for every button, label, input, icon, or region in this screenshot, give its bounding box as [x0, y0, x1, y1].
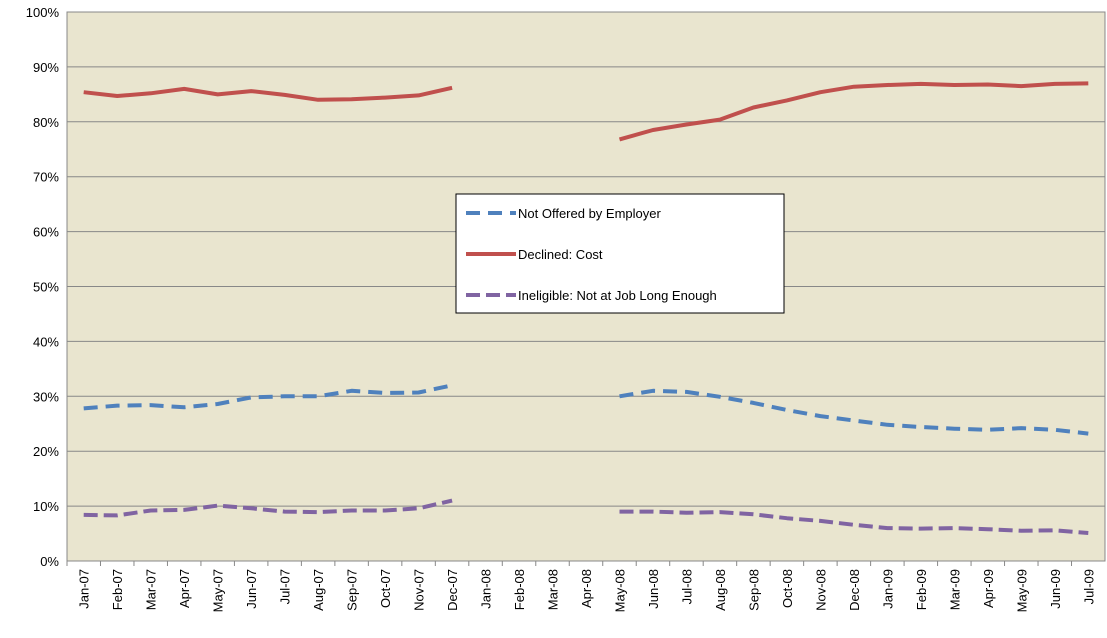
x-tick-label: Sep-08: [746, 569, 761, 611]
x-tick-label: Feb-08: [512, 569, 527, 610]
x-tick-label: May-09: [1014, 569, 1029, 612]
x-tick-label: Jan-08: [479, 569, 494, 609]
x-tick-label: Jun-07: [244, 569, 259, 609]
x-tick-label: Jan-09: [880, 569, 895, 609]
y-tick-label: 60%: [33, 225, 59, 240]
y-tick-label: 50%: [33, 280, 59, 295]
series-line: [83, 383, 1089, 436]
x-tick-label: Jul-08: [679, 569, 694, 604]
x-tick-label: Oct-08: [780, 569, 795, 608]
x-tick-label: Jul-07: [278, 569, 293, 604]
x-tick-label: Jul-09: [1081, 569, 1096, 604]
x-tick-label: Apr-07: [177, 569, 192, 608]
x-tick-label: Sep-07: [345, 569, 360, 611]
x-tick-label: Nov-07: [412, 569, 427, 611]
y-tick-label: 40%: [33, 334, 59, 349]
x-tick-label: Aug-07: [311, 569, 326, 611]
y-tick-label: 90%: [33, 60, 59, 75]
x-tick-label: Jun-08: [646, 569, 661, 609]
legend-label: Ineligible: Not at Job Long Enough: [518, 288, 717, 303]
y-tick-label: 100%: [26, 5, 60, 20]
y-tick-label: 70%: [33, 170, 59, 185]
x-tick-label: May-07: [211, 569, 226, 612]
x-tick-label: Apr-09: [981, 569, 996, 608]
x-tick-label: Oct-07: [378, 569, 393, 608]
legend-label: Declined: Cost: [518, 247, 603, 262]
series-line: [83, 498, 1089, 535]
x-tick-label: Jan-07: [77, 569, 92, 609]
x-tick-label: Nov-08: [813, 569, 828, 611]
x-tick-label: Feb-09: [914, 569, 929, 610]
y-tick-label: 80%: [33, 115, 59, 130]
y-tick-label: 30%: [33, 389, 59, 404]
y-tick-label: 10%: [33, 499, 59, 514]
x-tick-label: May-08: [612, 569, 627, 612]
x-tick-label: Feb-07: [110, 569, 125, 610]
x-tick-label: Mar-08: [546, 569, 561, 610]
x-tick-label: Jun-09: [1048, 569, 1063, 609]
x-tick-label: Apr-08: [579, 569, 594, 608]
legend-label: Not Offered by Employer: [518, 206, 661, 221]
y-tick-label: 20%: [33, 444, 59, 459]
x-tick-label: Dec-08: [847, 569, 862, 611]
y-tick-label: 0%: [40, 554, 59, 569]
x-tick-label: Mar-09: [947, 569, 962, 610]
x-tick-label: Aug-08: [713, 569, 728, 611]
series-line: [83, 81, 1089, 142]
x-tick-label: Mar-07: [144, 569, 159, 610]
x-tick-label: Dec-07: [445, 569, 460, 611]
